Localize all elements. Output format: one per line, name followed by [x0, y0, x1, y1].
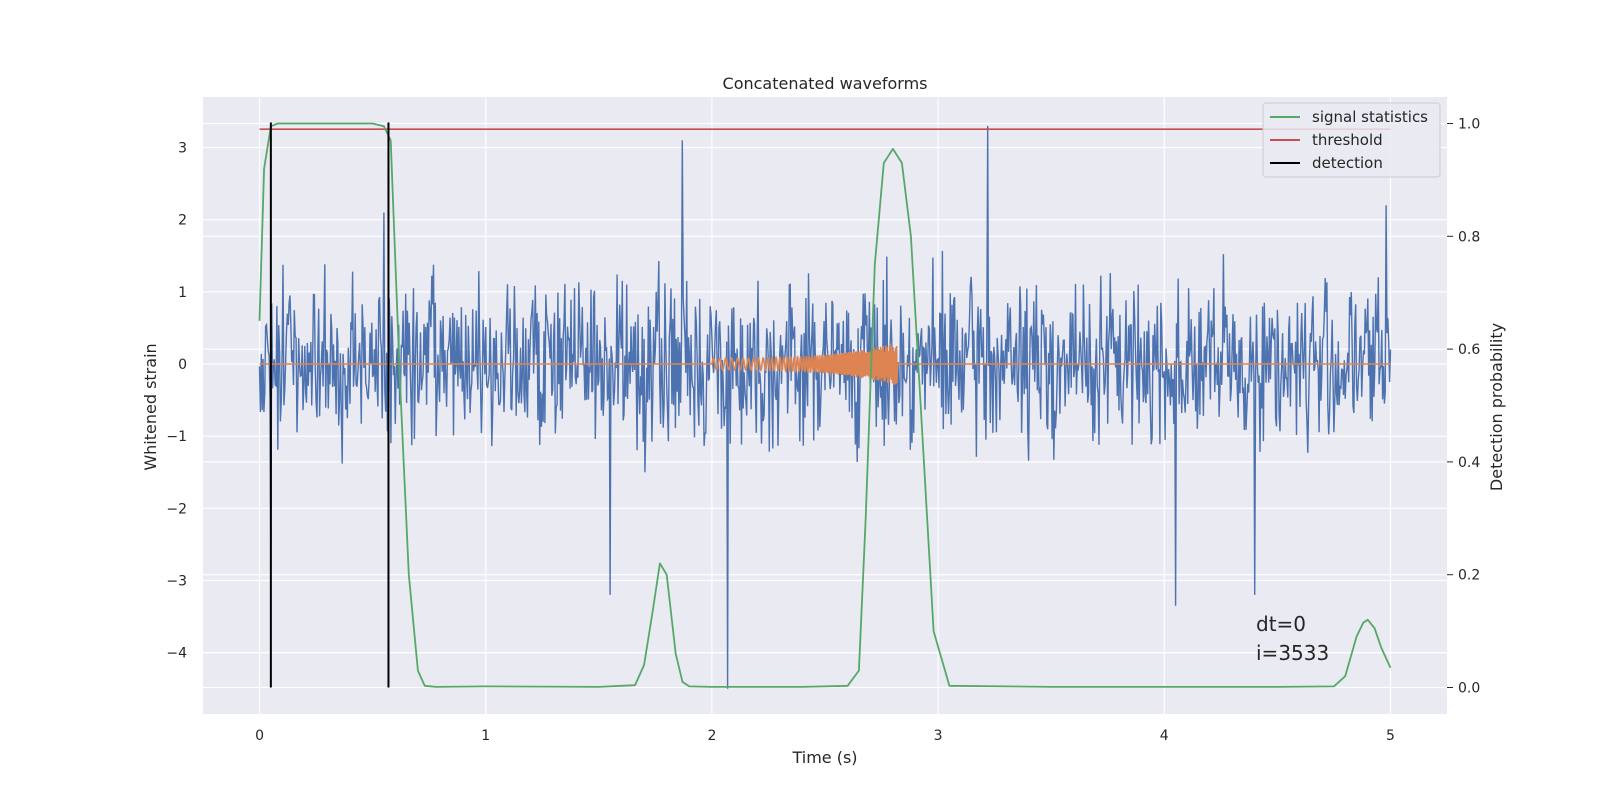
- legend-box: [1262, 102, 1441, 178]
- y2-tick-label: 0.4: [1458, 455, 1480, 471]
- x-axis-label: Time (s): [791, 748, 857, 767]
- series-whitened-strain: [258, 125, 1392, 689]
- y-tick-label: −3: [166, 573, 187, 589]
- chart-title: Concatenated waveforms: [723, 74, 928, 93]
- x-tick-label: 1: [481, 728, 490, 744]
- x-tick-label: 5: [1386, 728, 1395, 744]
- y-axis-label: Whitened strain: [141, 343, 160, 470]
- y2-axis-label: Detection probability: [1487, 323, 1506, 491]
- annotation-index: i=3533: [1256, 641, 1329, 665]
- legend: signal statistics threshold detection: [1262, 102, 1441, 178]
- legend-label-threshold: threshold: [1312, 131, 1383, 149]
- y-tick-label: −1: [166, 429, 187, 445]
- grid-vertical: [258, 97, 1392, 714]
- y-tick-label: 2: [178, 213, 187, 229]
- y-axis-ticks: −4 −3 −2 −1 0 1 2 3: [166, 141, 187, 662]
- x-tick-label: 3: [934, 728, 943, 744]
- series-template-waveform: [259, 344, 1391, 385]
- y-tick-label: −2: [166, 501, 187, 517]
- y2-tick-label: 1.0: [1458, 117, 1480, 133]
- template-line: [259, 344, 1391, 385]
- y2-tick-label: 0.6: [1458, 342, 1480, 358]
- y-tick-label: 0: [178, 357, 187, 373]
- legend-label-detection: detection: [1312, 154, 1383, 172]
- annotation-dt: dt=0: [1256, 612, 1306, 636]
- y2-tick-label: 0.2: [1458, 568, 1480, 584]
- x-tick-label: 0: [255, 728, 264, 744]
- y2-tick-label: 0.0: [1458, 680, 1480, 696]
- plot-background: [203, 97, 1447, 714]
- x-axis-ticks: 0 1 2 3 4 5: [255, 728, 1395, 744]
- series-detection: [269, 122, 390, 688]
- y-tick-label: 3: [178, 141, 187, 157]
- y2-axis-ticks: 0.0 0.2 0.4 0.6 0.8 1.0: [1447, 117, 1480, 696]
- legend-label-signal-statistics: signal statistics: [1312, 108, 1428, 126]
- y-tick-label: 1: [178, 285, 187, 301]
- x-tick-label: 4: [1160, 728, 1169, 744]
- y-tick-label: −4: [166, 646, 187, 662]
- strain-line: [258, 125, 1392, 689]
- y2-tick-label: 0.8: [1458, 229, 1480, 245]
- x-tick-label: 2: [707, 728, 716, 744]
